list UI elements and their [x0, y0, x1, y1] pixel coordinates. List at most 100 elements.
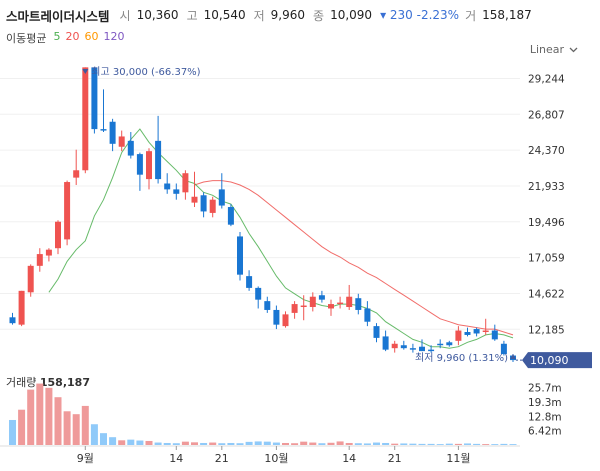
volume-bar-47 — [436, 444, 444, 445]
candle-body-43 — [400, 345, 407, 349]
candle-body-32 — [300, 305, 307, 308]
volume-bar-43 — [400, 443, 408, 445]
candle-body-21 — [200, 195, 207, 212]
candle-body-9 — [91, 67, 98, 130]
volume-bar-51 — [473, 443, 481, 445]
candle-body-8 — [82, 67, 89, 171]
ma20-path — [194, 180, 514, 336]
y-tick-label-7: 12,185 — [528, 324, 565, 336]
candle-body-48 — [446, 342, 453, 346]
ma-legend-60[interactable]: 60 — [84, 30, 99, 43]
ma-legend-title: 이동평균 — [6, 32, 47, 45]
candle-body-3 — [36, 254, 43, 266]
candle-body-17 — [164, 183, 171, 190]
volume-bar-31 — [291, 443, 299, 445]
volume-bar-38 — [354, 443, 362, 445]
candle-body-45 — [419, 346, 425, 352]
volume-bar-27 — [254, 441, 262, 445]
volume-bar-55 — [509, 444, 517, 445]
candle-body-14 — [136, 154, 143, 175]
candle-body-4 — [45, 249, 52, 256]
volume-bar-54 — [500, 443, 508, 445]
ma-legend-20[interactable]: 20 — [65, 30, 80, 43]
volume-bar-45 — [418, 443, 426, 445]
volume-bar-14 — [136, 440, 144, 445]
volume-bar-19 — [181, 441, 189, 445]
ma-legend-120[interactable]: 120 — [103, 30, 125, 43]
candle-body-54 — [500, 343, 507, 355]
y-tick-label-0: 29,244 — [528, 73, 565, 85]
candle-body-46 — [428, 349, 435, 352]
high-label: 고 — [186, 8, 198, 23]
volume-bar-33 — [309, 442, 317, 445]
volume-bar-3 — [36, 383, 44, 445]
open-label: 시 — [119, 8, 131, 23]
volume-bar-39 — [363, 443, 371, 445]
candle-body-39 — [364, 308, 371, 322]
scale-dropdown[interactable]: Linear — [530, 43, 578, 56]
volume-bar-6 — [63, 411, 71, 445]
candle-body-35 — [328, 304, 334, 309]
candle-body-38 — [355, 298, 362, 310]
candle-body-10 — [100, 129, 107, 131]
y-tick-label-2: 24,370 — [528, 145, 565, 157]
candle-body-26 — [246, 276, 253, 288]
y-tick-label-3: 21,933 — [528, 181, 565, 193]
candle-body-27 — [255, 287, 262, 300]
candle-body-20 — [191, 196, 198, 203]
change-value: ▾ 230 -2.23% — [380, 8, 460, 22]
volume-label: 거 — [465, 8, 477, 23]
candle-body-36 — [337, 302, 344, 305]
candle-body-42 — [391, 343, 398, 349]
y-tick-label-5: 17,059 — [528, 253, 565, 265]
volume-bar-12 — [118, 440, 126, 445]
volume-bar-16 — [154, 442, 162, 445]
volume-bar-11 — [109, 437, 117, 445]
ma-legend-5[interactable]: 5 — [53, 30, 61, 43]
candle-body-7 — [73, 170, 80, 178]
volume-bar-40 — [373, 442, 380, 445]
candle-body-30 — [282, 314, 289, 327]
volume-bar-35 — [327, 442, 335, 445]
volume-panel-title: 거래량 — [6, 376, 37, 389]
volume-bar-41 — [382, 442, 390, 445]
volume-bar-22 — [209, 442, 217, 445]
stock-name: 스마트레이더시스템 — [6, 8, 110, 24]
candle-body-40 — [373, 326, 380, 338]
volume-bar-50 — [464, 443, 471, 445]
volume-bar-0 — [9, 419, 16, 445]
candle-body-15 — [146, 151, 152, 180]
x-axis: 9월 14 21 10월 14 21 11월 — [0, 445, 520, 465]
ma5-line — [48, 128, 514, 349]
y-tick-label-4: 19,496 — [528, 217, 565, 229]
candle-body-49 — [455, 330, 462, 341]
header: 스마트레이더시스템 시 10,360 고 10,540 저 9,960 종 10… — [6, 6, 534, 24]
candles — [9, 67, 516, 362]
volume-panel-label: 거래량 158,187 — [6, 374, 90, 390]
volume-bar-48 — [445, 443, 453, 445]
candle-body-44 — [409, 348, 416, 350]
open-value: 10,360 — [136, 8, 179, 22]
volume-bar-24 — [227, 442, 235, 445]
ma-legend: 이동평균 5 20 60 120 — [6, 30, 124, 46]
volume-bar-23 — [218, 443, 226, 445]
volume-bar-44 — [409, 443, 417, 445]
volume-bar-34 — [318, 443, 326, 445]
low-marker-icon — [510, 354, 516, 359]
volume-bar-29 — [272, 442, 280, 445]
candle-body-50 — [464, 332, 471, 335]
candle-body-29 — [273, 309, 280, 325]
candle-body-24 — [227, 207, 234, 225]
high-annotation: 최고 30,000 (-66.37%) — [91, 66, 200, 78]
candle-body-6 — [64, 182, 71, 240]
volume-bar-9 — [90, 424, 98, 445]
candle-body-1 — [18, 290, 25, 325]
volume-tick-label-1: 19.3m — [528, 397, 562, 409]
y-tick-label-6: 14,622 — [528, 288, 565, 300]
volume-tick-label-3: 6.42m — [528, 426, 562, 438]
volume-bar-36 — [336, 441, 344, 445]
candle-body-19 — [182, 173, 189, 193]
volume-bar-42 — [391, 443, 399, 445]
volume-bar-49 — [454, 443, 462, 445]
